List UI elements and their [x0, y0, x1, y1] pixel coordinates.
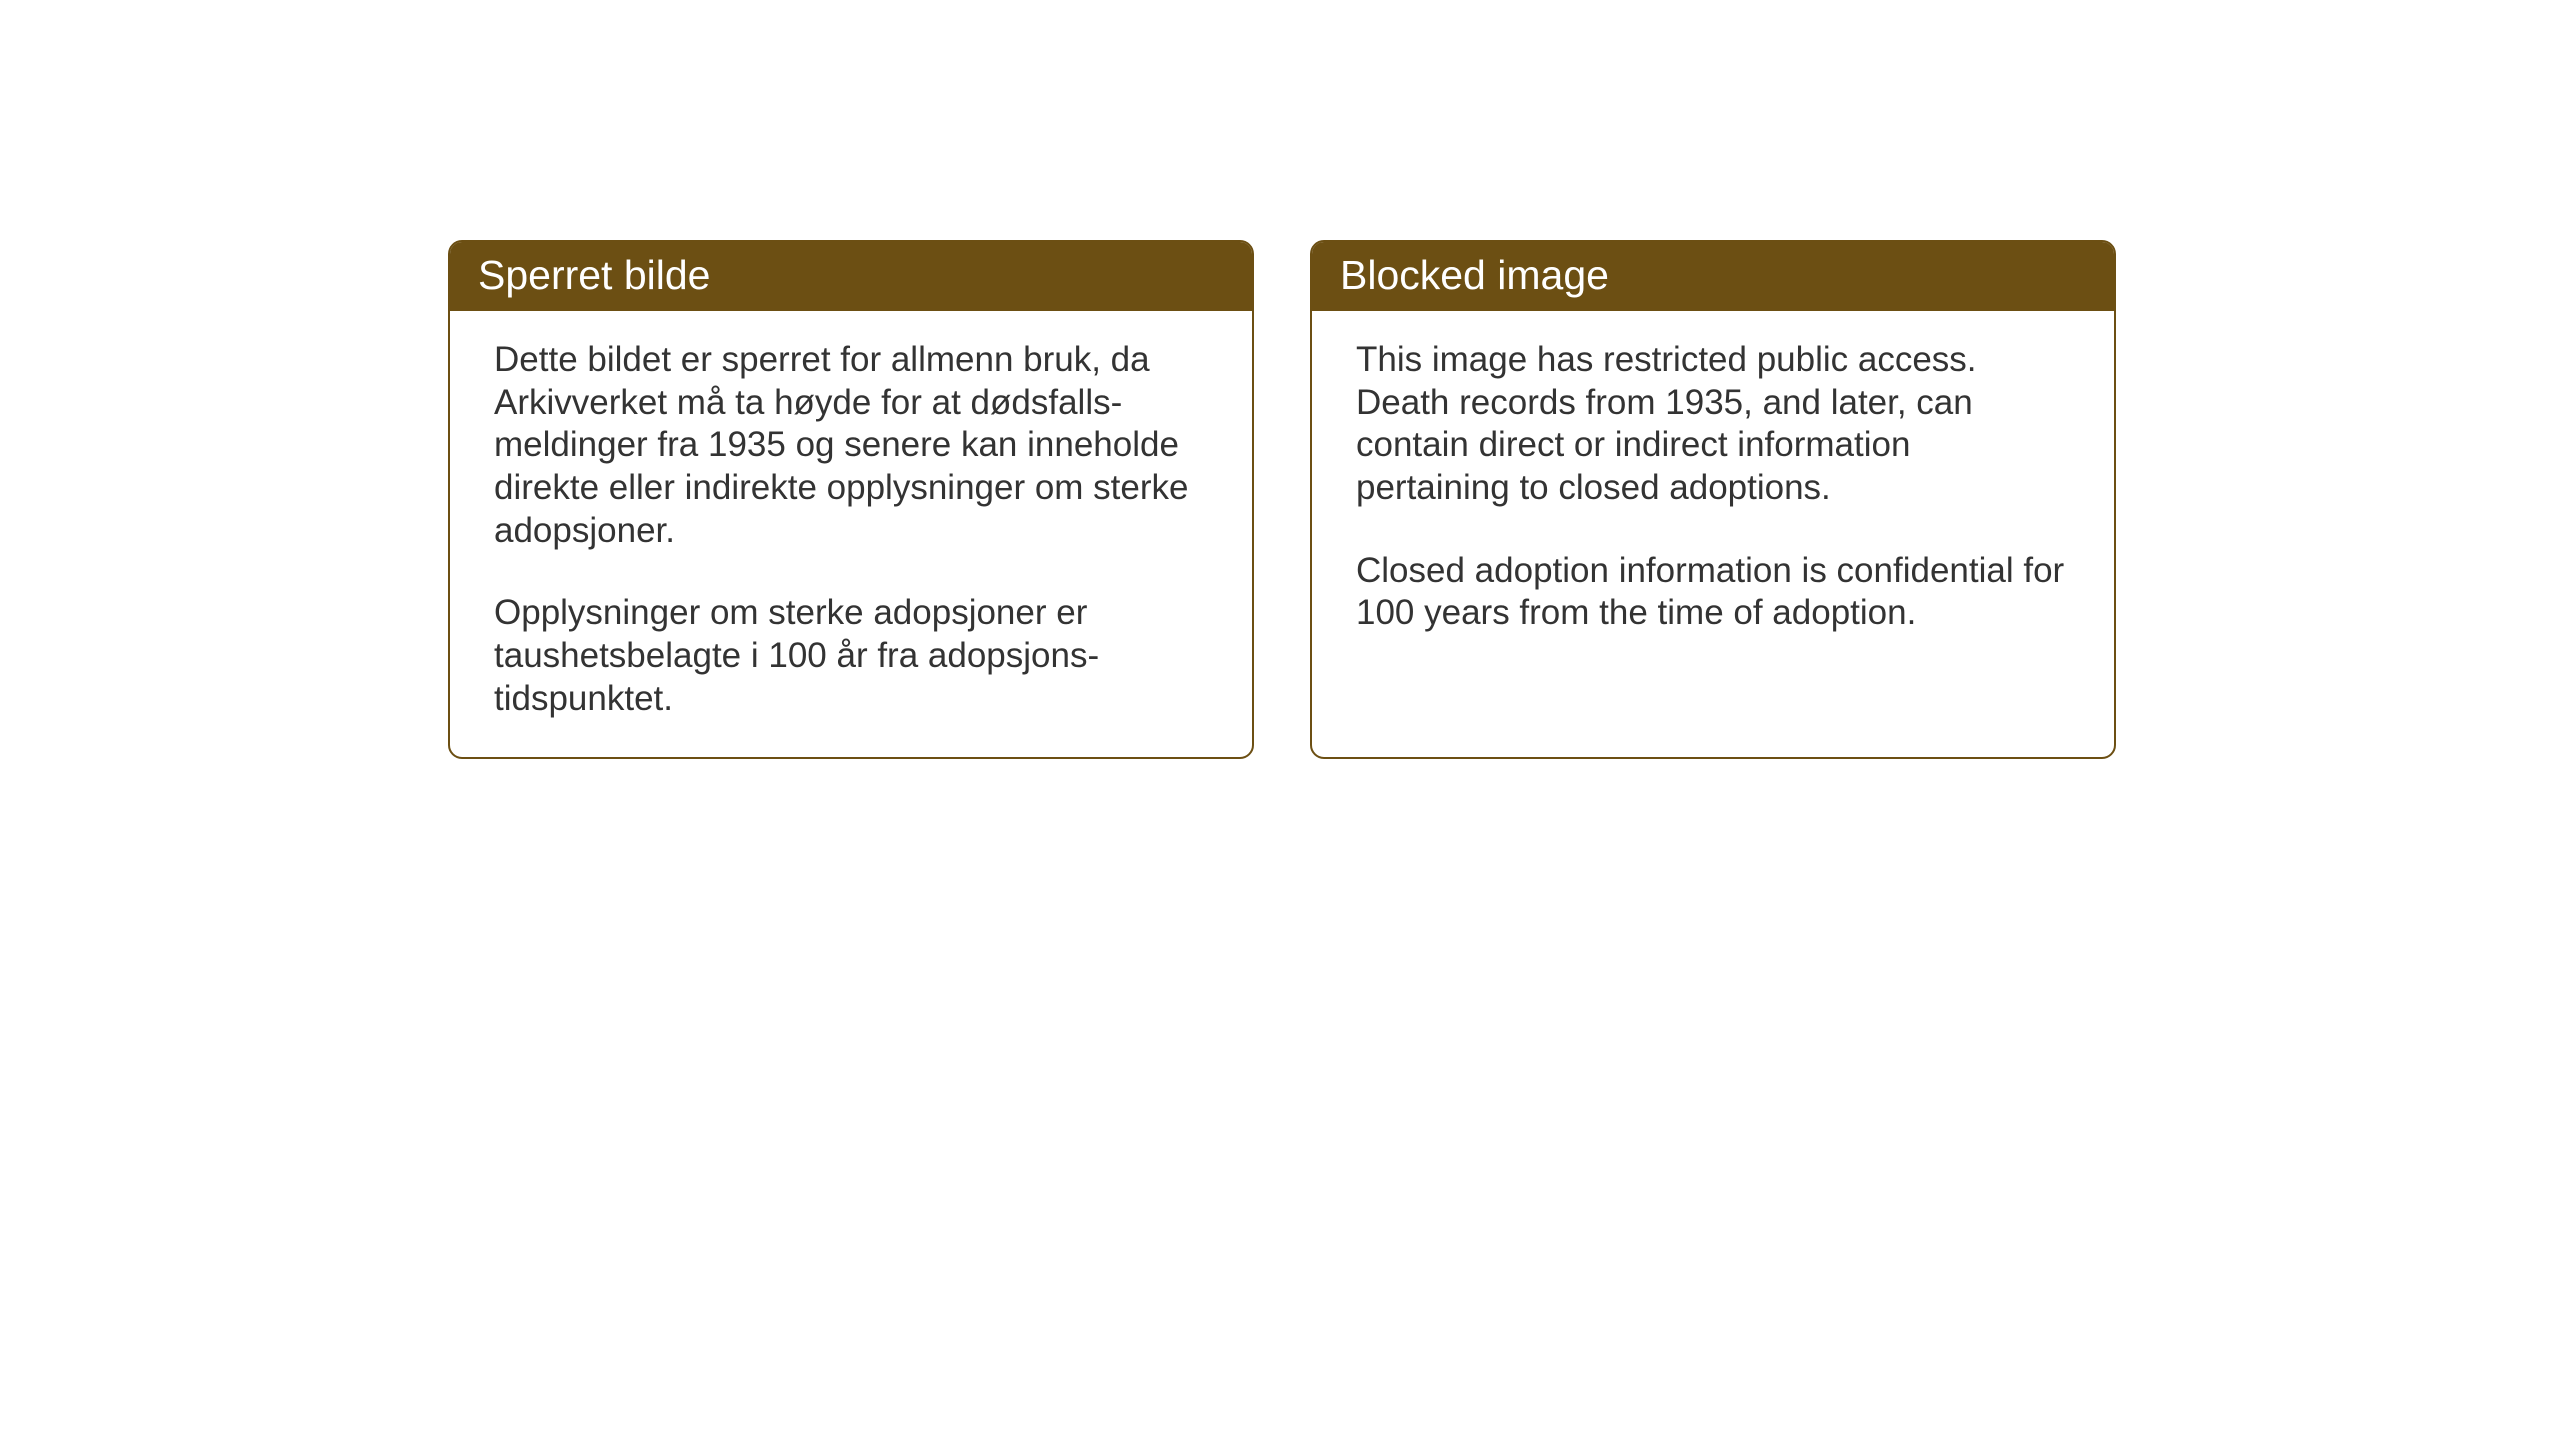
- norwegian-paragraph-1: Dette bildet er sperret for allmenn bruk…: [494, 339, 1208, 552]
- english-panel-body: This image has restricted public access.…: [1312, 311, 2114, 671]
- norwegian-panel-title: Sperret bilde: [450, 242, 1252, 311]
- english-panel: Blocked image This image has restricted …: [1310, 240, 2116, 759]
- norwegian-panel-body: Dette bildet er sperret for allmenn bruk…: [450, 311, 1252, 757]
- norwegian-panel: Sperret bilde Dette bildet er sperret fo…: [448, 240, 1254, 759]
- english-panel-title: Blocked image: [1312, 242, 2114, 311]
- norwegian-paragraph-2: Opplysninger om sterke adopsjoner er tau…: [494, 592, 1208, 720]
- english-paragraph-2: Closed adoption information is confident…: [1356, 550, 2070, 635]
- panels-container: Sperret bilde Dette bildet er sperret fo…: [448, 240, 2116, 759]
- english-paragraph-1: This image has restricted public access.…: [1356, 339, 2070, 510]
